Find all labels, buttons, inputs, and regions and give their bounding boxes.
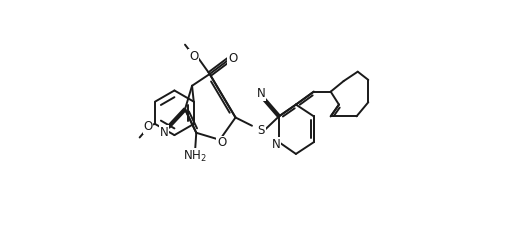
Text: N: N [160,125,169,139]
Text: S: S [258,124,265,137]
Text: O: O [217,136,226,149]
Text: O: O [228,52,237,65]
Text: O: O [189,50,198,63]
Text: N: N [257,87,266,100]
Text: NH$_2$: NH$_2$ [183,149,207,164]
Text: O: O [143,120,152,133]
Text: N: N [272,137,281,151]
